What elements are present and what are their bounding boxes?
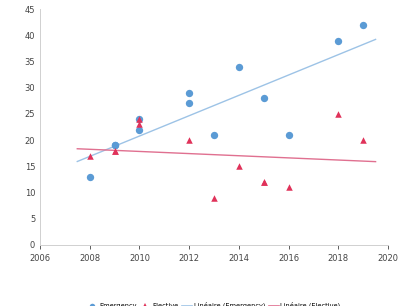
- Point: [285, 132, 292, 137]
- Point: [260, 96, 267, 101]
- Point: [86, 174, 93, 179]
- Point: [136, 117, 143, 121]
- Point: [260, 180, 267, 185]
- Point: [360, 22, 366, 27]
- Point: [136, 127, 143, 132]
- Point: [86, 153, 93, 158]
- Point: [111, 148, 118, 153]
- Legend: Emergency, Elective, Linéaire (Emergency), Linéaire (Elective): Emergency, Elective, Linéaire (Emergency…: [84, 299, 344, 306]
- Point: [360, 138, 366, 143]
- Point: [236, 164, 242, 169]
- Point: [335, 38, 342, 43]
- Point: [111, 143, 118, 148]
- Point: [236, 64, 242, 69]
- Point: [186, 101, 192, 106]
- Point: [285, 185, 292, 190]
- Point: [211, 132, 217, 137]
- Point: [260, 180, 267, 185]
- Point: [335, 111, 342, 116]
- Point: [111, 148, 118, 153]
- Point: [111, 143, 118, 148]
- Point: [211, 195, 217, 200]
- Point: [186, 91, 192, 95]
- Point: [136, 117, 143, 121]
- Point: [136, 122, 143, 127]
- Point: [186, 138, 192, 143]
